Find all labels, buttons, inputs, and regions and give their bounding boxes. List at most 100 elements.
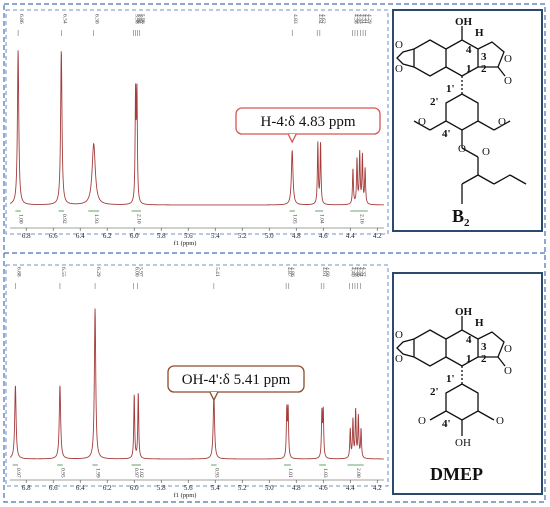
- x-tick-label: 5.0: [265, 232, 274, 240]
- peak-label: 4.31: [363, 14, 369, 24]
- integral-label: 0.97: [15, 468, 21, 478]
- integral-label: 0.97: [133, 468, 139, 478]
- b2-n2p-label: 2': [430, 96, 439, 108]
- peak-label: 4.64: [317, 14, 323, 24]
- b2-o-lactone: O: [504, 53, 512, 65]
- integral-label: 2.00: [355, 468, 361, 478]
- callout-box: [167, 365, 305, 393]
- integral-label: 2.16: [359, 214, 365, 224]
- integral-label: 1.04: [319, 214, 325, 224]
- x-tick-label: 5.6: [184, 232, 193, 240]
- b2-n1p-label: 1': [446, 83, 455, 95]
- structure-dmep-drawing: [396, 316, 506, 436]
- integral-label: 0.95: [59, 468, 65, 478]
- dmep-oh4p: OH: [455, 437, 471, 449]
- peak-label: 6.29: [95, 267, 101, 277]
- peak-label: 4.60: [324, 267, 330, 277]
- dmep-n1p-label: 1': [446, 373, 455, 385]
- x-tick-label: 4.4: [346, 484, 355, 492]
- dmep-o-carbonyl: O: [504, 365, 512, 377]
- x-tick-label: 6.4: [76, 484, 85, 492]
- peak-label: 4.29: [366, 14, 372, 24]
- integral-label: 2.10: [136, 214, 142, 224]
- peak-label: 5.97: [138, 267, 144, 277]
- peak-label: 6.30: [94, 14, 100, 24]
- b2-n4-label: 4: [466, 44, 472, 56]
- spectrum-line: [9, 308, 384, 460]
- callout-box: [235, 107, 381, 135]
- dmep-n3-label: 3: [481, 341, 487, 353]
- integral-label: 1.03: [322, 468, 328, 478]
- x-tick-label: 6.8: [22, 484, 31, 492]
- x-tick-label: 5.8: [157, 484, 166, 492]
- peak-label: 4.31: [360, 14, 366, 24]
- dmep-o-lactone: O: [504, 343, 512, 355]
- x-tick-label: 6.0: [130, 232, 139, 240]
- peak-label: 5.98: [136, 14, 142, 24]
- dmep-n2p-label: 2': [430, 386, 439, 398]
- b2-n4p-label: 4': [442, 128, 451, 140]
- integral-label: 1.93: [93, 214, 99, 224]
- b2-o-ring2: O: [395, 63, 403, 75]
- x-tick-label: 4.6: [319, 484, 328, 492]
- x-tick-label: 6.6: [49, 232, 58, 240]
- b2-o-meo2: O: [498, 116, 506, 128]
- integral-label: 1.05: [292, 214, 298, 224]
- x-axis-title: f1 (ppm): [174, 240, 197, 247]
- b2-n1-label: 1: [466, 63, 472, 75]
- x-axis-title: f1 (ppm): [174, 492, 197, 499]
- x-tick-label: 4.6: [319, 232, 328, 240]
- b2-oh-label: OH: [455, 16, 473, 28]
- structure-dmep-box: OH H 4 3 1 2 1' 2' 4' O O O O O O OH DME…: [392, 272, 543, 495]
- peak-label: 5.96: [140, 14, 146, 24]
- peak-label: 4.61: [321, 267, 327, 277]
- x-tick-label: 4.2: [373, 484, 382, 492]
- dmep-h-label: H: [475, 317, 484, 329]
- x-tick-label: 5.4: [211, 484, 220, 492]
- peak-label: 6.00: [134, 267, 140, 277]
- dmep-n4-label: 4: [466, 334, 472, 346]
- x-tick-label: 5.2: [238, 232, 247, 240]
- integral-label: 0.92: [61, 214, 67, 224]
- b2-compound-name: B2: [452, 206, 470, 229]
- structure-b2-labels: OH H 4 3 1 2 1' 2' 4' O O O O O O O O B2: [395, 16, 512, 229]
- integral-label: 1.02: [138, 468, 144, 478]
- b2-o-carbonyl: O: [504, 75, 512, 87]
- dmep-n4p-label: 4': [442, 418, 451, 430]
- peak-label: 4.35: [355, 14, 361, 24]
- spectrum-dmep-panel: 6.88 6.55 6.29 6.005.97 5.41 4.874.86 4.614.60…: [5, 264, 389, 499]
- x-tick-label: 6.2: [103, 484, 112, 492]
- dmep-o-meo2: O: [496, 415, 504, 427]
- b2-h-label: H: [475, 27, 484, 39]
- spectrum-b2-panel: 6.86 6.54 6.30 5.985.985.975.96 4.83 4.644.62…: [5, 9, 389, 247]
- callout-pointer: [209, 391, 219, 402]
- structure-b2-box: OH H 4 3 1 2 1' 2' 4' O O O O O O O O B2: [392, 9, 543, 232]
- dmep-o-meo1: O: [418, 415, 426, 427]
- x-tick-label: 6.4: [76, 232, 85, 240]
- integral-label: 1.99: [95, 468, 101, 478]
- callout-pointer: [287, 133, 297, 144]
- peak-label: 4.83: [292, 14, 298, 24]
- x-tick-label: 4.8: [292, 484, 301, 492]
- x-tick-label: 4.8: [292, 232, 301, 240]
- peak-label: 4.38: [352, 14, 358, 24]
- dmep-o-ring1: O: [395, 329, 403, 341]
- b2-o-ring1: O: [395, 39, 403, 51]
- x-tick-label: 5.8: [157, 232, 166, 240]
- plot-frame: [5, 9, 389, 235]
- b2-n3-label: 3: [481, 51, 487, 63]
- x-tick-label: 6.8: [22, 232, 31, 240]
- peak-label: 6.55: [60, 267, 66, 277]
- peak-label: 4.36: [355, 267, 361, 277]
- peak-label: 5.41: [214, 267, 220, 277]
- peak-label: 4.62: [320, 14, 326, 24]
- structure-dmep-labels: OH H 4 3 1 2 1' 2' 4' O O O O O O OH DME…: [395, 306, 512, 484]
- integral-label: 0.93: [213, 468, 219, 478]
- dmep-n2-label: 2: [481, 353, 487, 365]
- x-tick-label: 5.0: [265, 484, 274, 492]
- x-tick-label: 5.6: [184, 484, 193, 492]
- x-tick-label: 5.2: [238, 484, 247, 492]
- x-tick-label: 6.0: [130, 484, 139, 492]
- x-tick-label: 4.4: [346, 232, 355, 240]
